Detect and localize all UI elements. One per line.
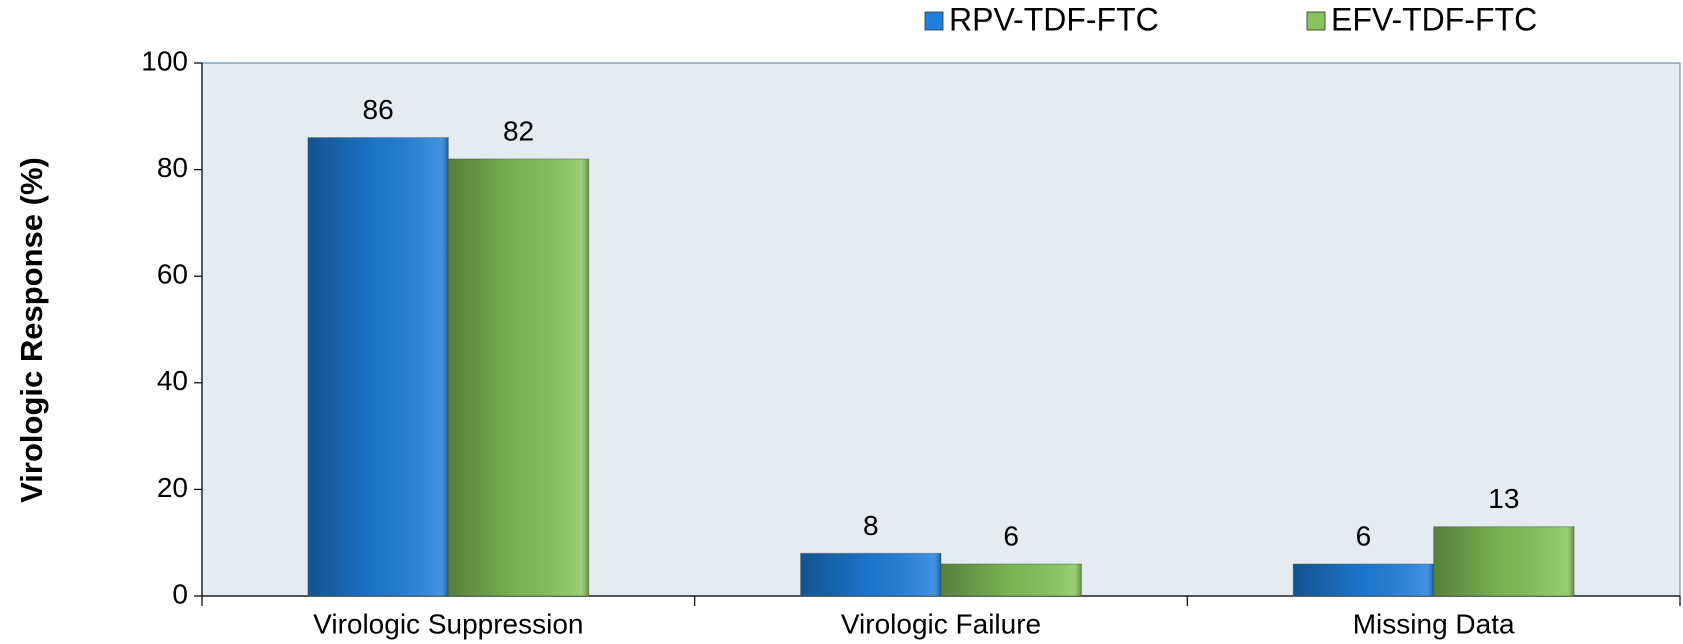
value-label: 82 xyxy=(503,115,534,146)
bar-shade xyxy=(940,563,1082,597)
value-label: 6 xyxy=(1356,520,1372,551)
bar-shade xyxy=(1292,563,1435,597)
x-tick-label: Virologic Suppression xyxy=(313,608,583,639)
value-label: 8 xyxy=(863,510,879,541)
y-tick-label: 60 xyxy=(157,259,188,290)
legend-label: EFV-TDF-FTC xyxy=(1331,1,1537,37)
bar-shade xyxy=(800,552,942,597)
x-tick-label: Virologic Failure xyxy=(841,608,1041,639)
legend-swatch xyxy=(1306,11,1326,31)
legend-swatch xyxy=(924,11,944,31)
bar-shade xyxy=(1433,526,1575,597)
value-label: 86 xyxy=(363,94,394,125)
bar-shade xyxy=(447,158,590,597)
y-tick-label: 0 xyxy=(172,578,188,609)
value-label: 6 xyxy=(1003,520,1019,551)
legend-label: RPV-TDF-FTC xyxy=(949,1,1159,37)
y-tick-label: 40 xyxy=(157,365,188,396)
bar-shade xyxy=(307,137,449,597)
x-tick-label: Missing Data xyxy=(1353,608,1515,639)
y-axis-title: Virologic Response (%) xyxy=(14,157,49,503)
y-tick-label: 80 xyxy=(157,152,188,183)
value-label: 13 xyxy=(1488,483,1519,514)
y-tick-label: 100 xyxy=(141,45,188,76)
y-tick-label: 20 xyxy=(157,472,188,503)
